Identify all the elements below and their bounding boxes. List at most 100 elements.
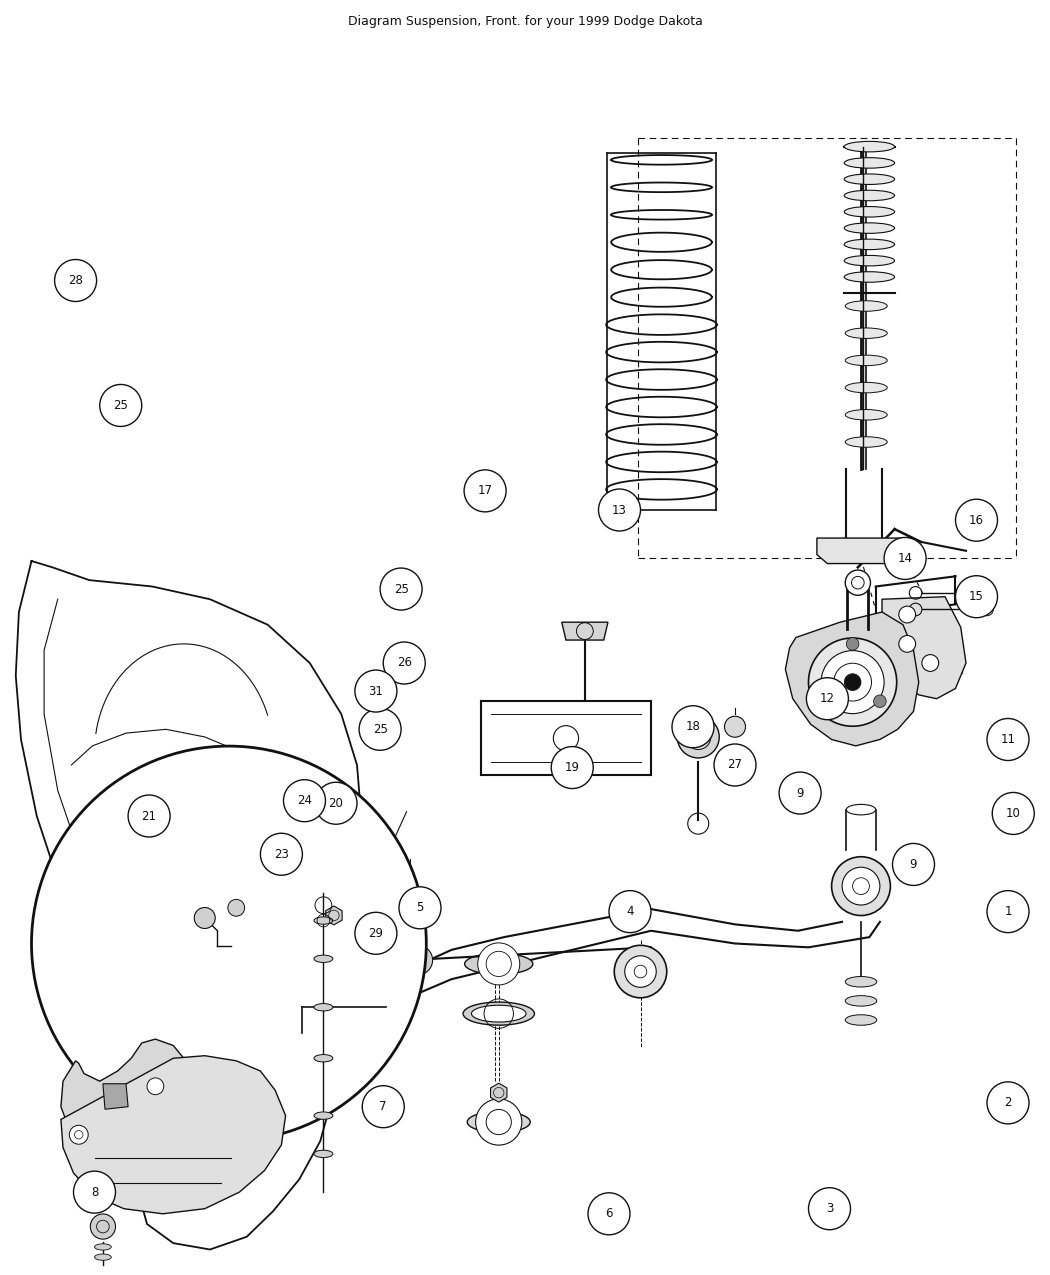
- Ellipse shape: [845, 328, 887, 338]
- Text: 26: 26: [397, 657, 412, 669]
- Ellipse shape: [464, 954, 532, 974]
- Text: 28: 28: [68, 274, 83, 287]
- Circle shape: [383, 643, 425, 683]
- Text: 21: 21: [142, 810, 156, 822]
- Ellipse shape: [844, 223, 895, 233]
- Ellipse shape: [845, 356, 887, 366]
- Circle shape: [724, 717, 746, 737]
- Ellipse shape: [471, 1005, 526, 1023]
- Text: 25: 25: [394, 583, 408, 595]
- Ellipse shape: [844, 207, 895, 217]
- Circle shape: [598, 490, 640, 530]
- Text: 5: 5: [416, 901, 424, 914]
- Circle shape: [987, 1082, 1029, 1123]
- Text: 2: 2: [1004, 1096, 1012, 1109]
- Circle shape: [845, 570, 870, 595]
- Circle shape: [74, 1172, 116, 1213]
- Circle shape: [819, 695, 832, 708]
- Circle shape: [672, 706, 714, 747]
- Circle shape: [362, 1086, 404, 1127]
- Circle shape: [844, 673, 861, 691]
- Circle shape: [315, 783, 357, 824]
- Ellipse shape: [844, 158, 895, 168]
- Polygon shape: [61, 1039, 197, 1170]
- Polygon shape: [490, 1084, 507, 1102]
- Text: 15: 15: [969, 590, 984, 603]
- Ellipse shape: [844, 142, 895, 152]
- Text: 11: 11: [1001, 733, 1015, 746]
- Ellipse shape: [463, 1002, 534, 1025]
- Circle shape: [355, 913, 397, 954]
- Circle shape: [987, 891, 1029, 932]
- Circle shape: [284, 780, 326, 821]
- Text: 24: 24: [297, 794, 312, 807]
- Ellipse shape: [314, 1112, 333, 1119]
- Text: 6: 6: [605, 1207, 613, 1220]
- Ellipse shape: [94, 1255, 111, 1260]
- Ellipse shape: [846, 805, 876, 815]
- Circle shape: [478, 944, 520, 984]
- Circle shape: [399, 887, 441, 928]
- Text: 12: 12: [820, 692, 835, 705]
- Polygon shape: [817, 538, 916, 564]
- Polygon shape: [785, 612, 919, 746]
- Polygon shape: [103, 1084, 128, 1109]
- Ellipse shape: [845, 409, 887, 419]
- Circle shape: [899, 635, 916, 653]
- Polygon shape: [190, 1146, 209, 1167]
- Text: 7: 7: [379, 1100, 387, 1113]
- Circle shape: [32, 746, 426, 1141]
- Ellipse shape: [314, 1003, 333, 1011]
- Circle shape: [206, 1051, 214, 1060]
- Circle shape: [987, 719, 1029, 760]
- Polygon shape: [326, 907, 342, 924]
- Circle shape: [166, 1044, 233, 1111]
- Ellipse shape: [845, 301, 887, 311]
- Circle shape: [260, 834, 302, 875]
- Circle shape: [714, 745, 756, 785]
- Ellipse shape: [844, 255, 895, 266]
- Text: 25: 25: [113, 399, 128, 412]
- Text: 3: 3: [825, 1202, 834, 1215]
- Circle shape: [380, 569, 422, 609]
- Ellipse shape: [314, 1150, 333, 1158]
- Circle shape: [55, 260, 97, 301]
- Circle shape: [355, 671, 397, 711]
- Circle shape: [808, 638, 897, 727]
- Text: 20: 20: [329, 797, 343, 810]
- Circle shape: [779, 773, 821, 813]
- Circle shape: [956, 500, 997, 541]
- Circle shape: [956, 576, 997, 617]
- Circle shape: [842, 867, 880, 905]
- Text: 18: 18: [686, 720, 700, 733]
- Text: 13: 13: [612, 504, 627, 516]
- Text: 25: 25: [373, 723, 387, 736]
- Circle shape: [922, 654, 939, 672]
- Polygon shape: [882, 597, 966, 699]
- Text: 23: 23: [274, 848, 289, 861]
- Circle shape: [899, 606, 916, 623]
- Circle shape: [806, 678, 848, 719]
- Text: 14: 14: [898, 552, 912, 565]
- Text: 31: 31: [369, 685, 383, 697]
- Text: 9: 9: [796, 787, 804, 799]
- Ellipse shape: [845, 1015, 877, 1025]
- Ellipse shape: [844, 272, 895, 282]
- Circle shape: [69, 1126, 88, 1144]
- Circle shape: [874, 695, 886, 708]
- Circle shape: [228, 899, 245, 917]
- Ellipse shape: [467, 1112, 530, 1132]
- Ellipse shape: [845, 996, 877, 1006]
- Text: 4: 4: [626, 905, 634, 918]
- Circle shape: [892, 844, 934, 885]
- Circle shape: [884, 538, 926, 579]
- Ellipse shape: [844, 240, 895, 250]
- Ellipse shape: [314, 955, 333, 963]
- Circle shape: [625, 956, 656, 987]
- Circle shape: [464, 470, 506, 511]
- Circle shape: [821, 650, 884, 714]
- Text: 16: 16: [969, 514, 984, 527]
- Circle shape: [206, 1095, 214, 1104]
- Circle shape: [194, 908, 215, 928]
- Circle shape: [832, 857, 890, 915]
